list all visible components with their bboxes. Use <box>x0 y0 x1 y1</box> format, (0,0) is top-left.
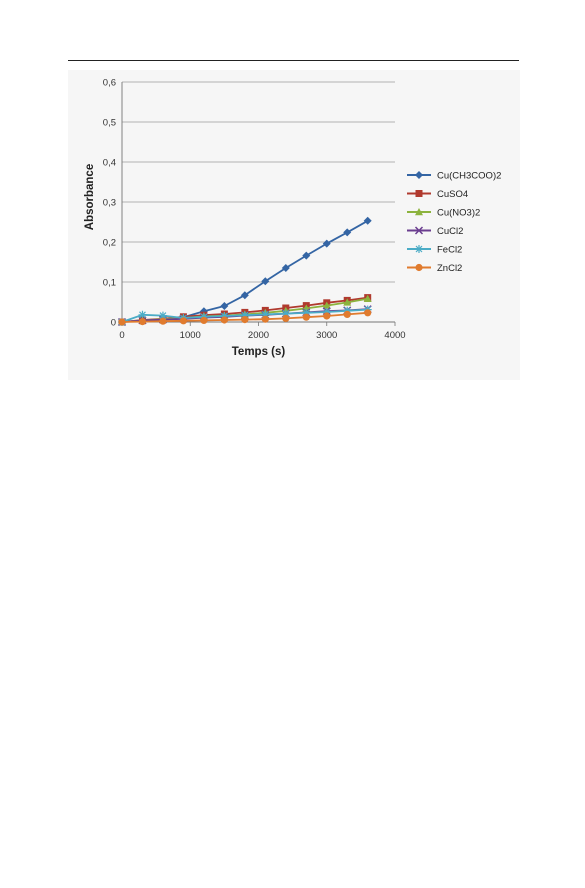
legend-entry: Cu(NO3)2 <box>407 208 480 219</box>
y-tick-label: 0,1 <box>103 278 116 289</box>
data-point <box>261 315 269 323</box>
series-zncl2 <box>118 309 372 326</box>
y-tick-label: 0,5 <box>103 118 116 129</box>
y-tick-label: 0 <box>111 318 116 329</box>
legend-label: ZnCl2 <box>437 263 462 274</box>
data-point <box>240 291 249 300</box>
data-point <box>343 298 352 306</box>
data-point <box>302 308 311 317</box>
data-point <box>322 301 331 309</box>
x-tick-label: 1000 <box>180 330 201 341</box>
x-tick-label: 0 <box>119 330 124 341</box>
absorbance-line-chart: 0 0,1 0,2 0,3 0,4 0,5 0,6 0 1000 2000 3000 4000 Te… <box>84 78 501 359</box>
legend-label: Cu(NO3)2 <box>437 208 480 219</box>
x-tick-label: 4000 <box>384 330 405 341</box>
data-point <box>281 309 290 318</box>
grid-lines <box>122 81 395 283</box>
legend-swatch-marker <box>415 171 423 179</box>
data-point <box>343 306 352 315</box>
data-point <box>220 316 228 324</box>
data-point <box>220 302 229 310</box>
data-point <box>138 318 147 326</box>
data-point <box>364 309 372 317</box>
y-tick-label: 0,2 <box>103 238 116 249</box>
legend-entry: CuCl2 <box>407 226 463 237</box>
data-point <box>281 264 290 272</box>
legend-label: FeCl2 <box>437 245 462 256</box>
legend-swatch-marker <box>415 190 423 197</box>
x-axis-title: Temps (s) <box>232 346 286 358</box>
legend-entry: CuSO4 <box>407 189 468 200</box>
data-point <box>322 308 331 316</box>
x-tick-label: 2000 <box>248 330 269 341</box>
page-header-rule <box>68 60 519 61</box>
data-point <box>261 277 270 286</box>
data-point <box>240 311 249 320</box>
data-point <box>302 313 310 321</box>
data-point <box>343 228 352 237</box>
data-point <box>199 312 208 321</box>
x-tick-label: 3000 <box>316 330 337 341</box>
y-tick-label: 0,3 <box>103 198 116 209</box>
y-tick-label: 0,4 <box>103 158 116 169</box>
legend-swatch-marker <box>415 208 423 216</box>
legend-swatch-marker <box>415 245 423 253</box>
x-tick-labels: 0 1000 2000 3000 4000 <box>119 330 405 341</box>
legend-swatch-marker <box>414 226 424 235</box>
data-point <box>323 312 331 320</box>
legend-label: Cu(CH3COO)2 <box>437 171 501 182</box>
data-point <box>322 239 331 248</box>
data-point <box>158 311 167 320</box>
data-point <box>179 317 188 325</box>
legend: Cu(CH3COO)2 CuSO4 Cu(NO3)2 CuCl2 FeCl2 ZnCl2 <box>407 171 501 274</box>
data-point <box>261 310 270 319</box>
legend-label: CuCl2 <box>437 226 463 237</box>
y-tick-labels: 0 0,1 0,2 0,3 0,4 0,5 0,6 <box>103 78 116 329</box>
data-point <box>220 312 229 320</box>
data-point <box>199 307 208 316</box>
chart-panel: 0 0,1 0,2 0,3 0,4 0,5 0,6 0 1000 2000 3000 4000 Te… <box>68 70 520 380</box>
legend-swatch-marker <box>415 263 423 272</box>
data-point <box>363 216 372 225</box>
data-point <box>343 310 351 318</box>
axes <box>121 82 396 326</box>
data-point <box>363 294 372 302</box>
legend-label: CuSO4 <box>437 189 468 200</box>
data-point <box>138 310 147 319</box>
y-tick-label: 0,6 <box>103 78 116 89</box>
legend-entry: ZnCl2 <box>407 263 462 274</box>
data-series <box>117 216 372 327</box>
legend-entry: FeCl2 <box>407 245 462 256</box>
data-point <box>241 316 249 324</box>
data-point <box>118 318 126 326</box>
series-line <box>121 220 369 323</box>
data-point <box>200 316 208 324</box>
data-point <box>302 251 311 260</box>
data-point <box>282 314 290 322</box>
data-point <box>159 317 167 325</box>
legend-entry: Cu(CH3COO)2 <box>407 171 501 182</box>
y-axis-title: Absorbance <box>84 164 96 230</box>
